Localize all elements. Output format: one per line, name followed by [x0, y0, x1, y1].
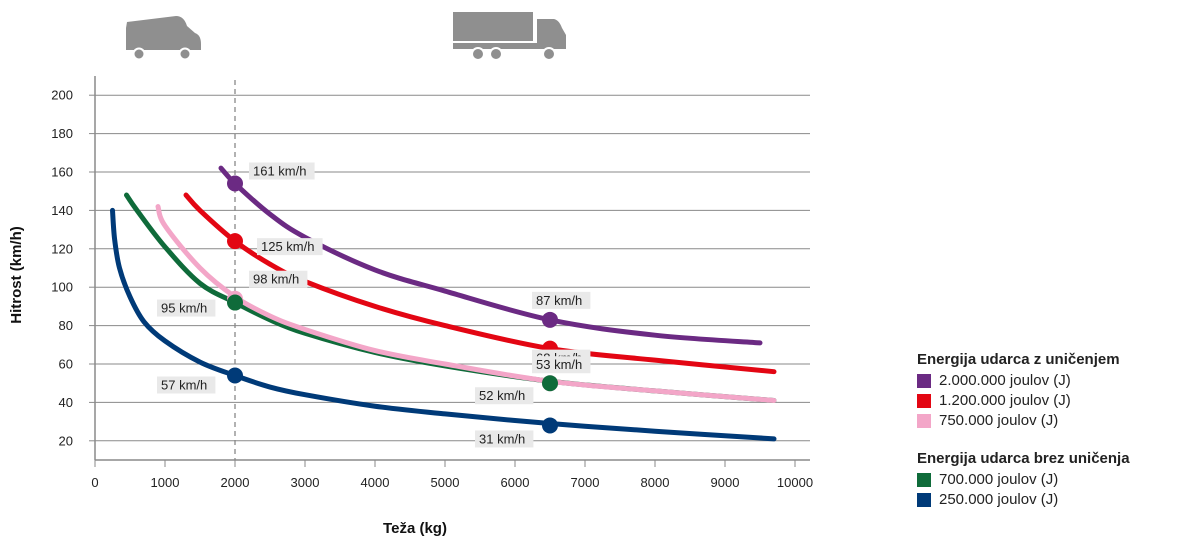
data-label-bg	[475, 430, 534, 448]
data-markers	[227, 175, 558, 434]
x-tick-label: 7000	[571, 475, 600, 490]
legend-item: 2.000.000 joulov (J)	[917, 371, 1130, 391]
data-label: 57 km/h	[161, 378, 207, 393]
series-line	[218, 165, 763, 346]
data-label-bg	[249, 162, 315, 180]
legend-group-title: Energija udarca brez uničenja	[917, 450, 1130, 467]
data-label-bg	[475, 387, 534, 405]
x-tick-label: 6000	[501, 475, 530, 490]
legend-group-title: Energija udarca z uničenjem	[917, 351, 1120, 368]
legend-swatch	[917, 394, 931, 408]
truck-icon	[453, 12, 566, 61]
legend-item: 700.000 joulov (J)	[917, 470, 1130, 490]
x-tick-label: 4000	[361, 475, 390, 490]
x-tick-label: 5000	[431, 475, 460, 490]
data-label-bg	[257, 238, 323, 256]
y-tick-label: 80	[59, 318, 73, 333]
legend-swatch	[917, 473, 931, 487]
x-tick-label: 8000	[641, 475, 670, 490]
vehicle-icons	[126, 12, 566, 61]
legend: Energija udarca z uničenjem 2.000.000 jou…	[917, 349, 1130, 510]
x-axis-label: Teža (kg)	[383, 520, 447, 537]
y-tick-label: 200	[51, 88, 73, 103]
data-marker	[542, 417, 558, 434]
y-axis-label: Hitrost (km/h)	[8, 226, 25, 324]
x-tick-label: 2000	[221, 475, 250, 490]
data-label-bg	[157, 299, 216, 317]
series-line	[155, 204, 777, 403]
y-tick-label: 140	[51, 203, 73, 218]
legend-label: 750.000 joulov (J)	[939, 412, 1059, 429]
data-label-bg	[249, 270, 308, 288]
data-label: 31 km/h	[479, 431, 525, 446]
legend-swatch	[917, 374, 931, 388]
legend-swatch	[917, 493, 931, 507]
data-label: 161 km/h	[253, 164, 306, 179]
legend-label: 2.000.000 joulov (J)	[939, 372, 1071, 389]
data-marker	[542, 311, 558, 328]
y-tick-label: 120	[51, 241, 73, 256]
legend-swatch	[917, 414, 931, 428]
axes	[89, 76, 810, 467]
legend-label: 250.000 joulov (J)	[939, 491, 1059, 508]
data-label: 125 km/h	[261, 239, 314, 254]
car-icon	[126, 16, 201, 61]
data-marker	[227, 367, 243, 384]
legend-item: 1.200.000 joulov (J)	[917, 391, 1130, 411]
data-labels: 161 km/h 125 km/h 98 km/h 95 km/h 57 km/h 87 …	[157, 162, 591, 448]
x-tick-label: 0	[91, 475, 98, 490]
data-marker	[227, 294, 243, 311]
data-label-bg	[532, 356, 591, 374]
x-tick-label: 9000	[711, 475, 740, 490]
y-tick-label: 60	[59, 357, 73, 372]
data-marker	[227, 233, 243, 250]
x-tick-label: 10000	[777, 475, 813, 490]
y-tick-label: 180	[51, 126, 73, 141]
legend-gap	[917, 431, 1130, 448]
data-marker	[227, 175, 243, 192]
data-label-bg	[532, 291, 591, 309]
data-label-bg	[157, 376, 216, 394]
data-label: 53 km/h	[536, 357, 582, 372]
y-tick-label: 100	[51, 280, 73, 295]
data-label: 95 km/h	[161, 301, 207, 316]
legend-label: 700.000 joulov (J)	[939, 471, 1059, 488]
data-label: 98 km/h	[253, 272, 299, 287]
y-tick-label: 40	[59, 395, 73, 410]
y-tick-label: 20	[59, 433, 73, 448]
legend-label: 1.200.000 joulov (J)	[939, 392, 1071, 409]
data-label: 52 km/h	[479, 388, 525, 403]
y-tick-label: 160	[51, 165, 73, 180]
x-tick-label: 3000	[291, 475, 320, 490]
legend-item: 750.000 joulov (J)	[917, 411, 1130, 431]
data-label: 87 km/h	[536, 293, 582, 308]
legend-item: 250.000 joulov (J)	[917, 490, 1130, 510]
series-line	[183, 192, 777, 375]
data-marker	[542, 375, 558, 392]
x-tick-label: 1000	[151, 475, 180, 490]
series-lines	[110, 165, 777, 442]
